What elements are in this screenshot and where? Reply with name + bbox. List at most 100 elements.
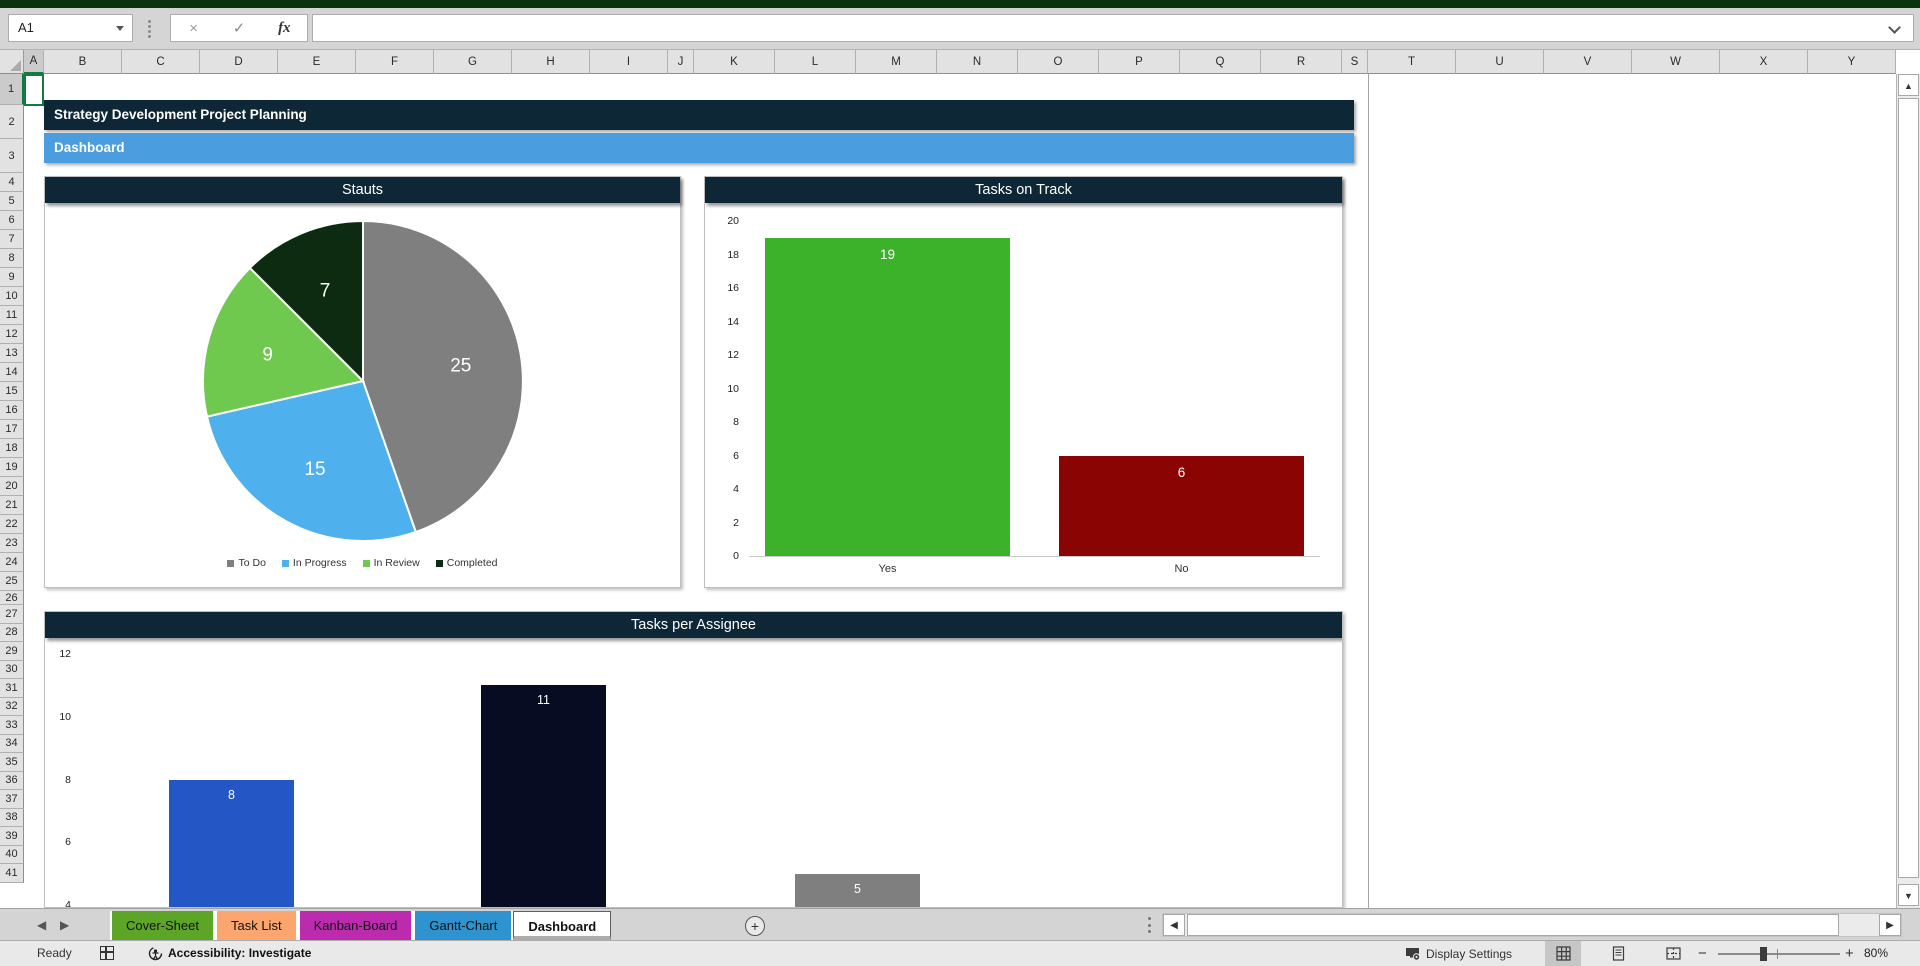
tasks-per-assignee-chart[interactable]: Tasks per Assignee 12 10 8 6 4 8 11 5 [44, 611, 1343, 908]
row-header-3[interactable]: 3 [0, 139, 24, 173]
row-header-37[interactable]: 37 [0, 790, 24, 809]
row-header-30[interactable]: 30 [0, 660, 24, 679]
scroll-right-icon[interactable]: ▶ [1879, 914, 1901, 936]
formula-bar-drag-handle[interactable] [148, 20, 152, 38]
active-cell-selection[interactable] [24, 74, 44, 106]
row-header-14[interactable]: 14 [0, 363, 24, 382]
row-header-9[interactable]: 9 [0, 268, 24, 287]
row-header-28[interactable]: 28 [0, 623, 24, 642]
row-header-5[interactable]: 5 [0, 192, 24, 211]
row-header-25[interactable]: 25 [0, 572, 24, 591]
row-header-15[interactable]: 15 [0, 382, 24, 401]
row-header-6[interactable]: 6 [0, 211, 24, 230]
column-header-J[interactable]: J [668, 50, 694, 74]
sheet-tab-gantt-chart[interactable]: Gantt-Chart [413, 911, 514, 940]
column-header-R[interactable]: R [1261, 50, 1342, 74]
column-header-I[interactable]: I [590, 50, 668, 74]
column-header-S[interactable]: S [1342, 50, 1368, 74]
status-pie-chart[interactable]: Stauts 25 15 9 7 To Do In Progress In Review C… [44, 176, 681, 588]
column-header-O[interactable]: O [1018, 50, 1099, 74]
zoom-slider-thumb[interactable] [1760, 947, 1767, 961]
pie-slice-in-review[interactable] [202, 266, 365, 418]
column-header-G[interactable]: G [434, 50, 512, 74]
column-header-Q[interactable]: Q [1180, 50, 1261, 74]
horizontal-scroll-thumb[interactable] [1187, 914, 1839, 936]
enter-check-icon[interactable]: ✓ [232, 20, 246, 37]
scroll-up-icon[interactable]: ▲ [1898, 74, 1919, 96]
sheet-tab-dashboard[interactable]: Dashboard [513, 911, 612, 940]
column-header-F[interactable]: F [356, 50, 434, 74]
page-layout-view-button[interactable] [1600, 941, 1636, 966]
row-header-27[interactable]: 27 [0, 605, 24, 624]
row-header-20[interactable]: 20 [0, 477, 24, 496]
column-header-B[interactable]: B [44, 50, 122, 74]
zoom-level[interactable]: 80% [1864, 946, 1889, 960]
row-header-2[interactable]: 2 [0, 105, 24, 139]
row-header-17[interactable]: 17 [0, 420, 24, 439]
row-header-4[interactable]: 4 [0, 173, 24, 192]
row-header-29[interactable]: 29 [0, 642, 24, 661]
tab-nav-right-icon[interactable]: ▶ [60, 918, 70, 932]
row-header-38[interactable]: 38 [0, 808, 24, 827]
row-header-35[interactable]: 35 [0, 753, 24, 772]
worksheet-grid[interactable]: Strategy Development Project Planning Da… [24, 74, 1896, 908]
macro-record-icon[interactable] [100, 946, 114, 960]
scroll-down-icon[interactable]: ▼ [1898, 884, 1919, 906]
column-header-C[interactable]: C [122, 50, 200, 74]
select-all-corner[interactable] [0, 50, 24, 74]
column-header-T[interactable]: T [1368, 50, 1456, 74]
row-header-16[interactable]: 16 [0, 401, 24, 420]
new-sheet-button[interactable]: + [745, 916, 765, 936]
column-header-H[interactable]: H [512, 50, 590, 74]
column-header-E[interactable]: E [278, 50, 356, 74]
column-header-U[interactable]: U [1456, 50, 1544, 74]
row-header-7[interactable]: 7 [0, 230, 24, 249]
column-header-P[interactable]: P [1099, 50, 1180, 74]
vertical-scroll-thumb[interactable] [1898, 98, 1919, 878]
row-header-32[interactable]: 32 [0, 697, 24, 716]
insert-function-icon[interactable]: fx [278, 19, 291, 36]
row-header-8[interactable]: 8 [0, 249, 24, 268]
formula-input[interactable] [312, 14, 1914, 42]
page-break-view-button[interactable] [1655, 941, 1691, 966]
row-header-41[interactable]: 41 [0, 864, 24, 883]
bar-no[interactable] [1059, 455, 1304, 556]
expand-formula-bar-icon[interactable] [1888, 21, 1901, 34]
row-header-40[interactable]: 40 [0, 845, 24, 864]
bar-assignee-3[interactable] [795, 873, 920, 907]
row-header-23[interactable]: 23 [0, 534, 24, 553]
row-header-11[interactable]: 11 [0, 306, 24, 325]
sheet-tab-cover-sheet[interactable]: Cover-Sheet [110, 911, 215, 940]
pie-slice-completed[interactable] [248, 219, 364, 384]
column-header-Y[interactable]: Y [1808, 50, 1896, 74]
sheet-tab-task-list[interactable]: Task List [214, 911, 298, 940]
pie-slice-to-do[interactable] [362, 219, 524, 534]
column-header-L[interactable]: L [775, 50, 856, 74]
row-header-10[interactable]: 10 [0, 287, 24, 306]
row-header-39[interactable]: 39 [0, 827, 24, 846]
row-header-21[interactable]: 21 [0, 496, 24, 515]
row-header-19[interactable]: 19 [0, 458, 24, 477]
row-header-26[interactable]: 26 [0, 591, 24, 605]
zoom-in-button[interactable]: + [1845, 945, 1854, 962]
column-header-A[interactable]: A [24, 50, 44, 74]
row-header-22[interactable]: 22 [0, 515, 24, 534]
column-header-K[interactable]: K [694, 50, 775, 74]
name-box[interactable]: A1 [8, 14, 133, 42]
column-header-V[interactable]: V [1544, 50, 1632, 74]
display-settings-button[interactable]: Display Settings [1405, 941, 1512, 966]
row-header-12[interactable]: 12 [0, 325, 24, 344]
cancel-icon[interactable]: × [189, 19, 199, 37]
column-header-D[interactable]: D [200, 50, 278, 74]
tab-scroll-divider[interactable] [1148, 917, 1152, 933]
row-header-33[interactable]: 33 [0, 716, 24, 735]
tab-nav-left-icon[interactable]: ◀ [37, 918, 47, 932]
accessibility-status[interactable]: Accessibility: Investigate [148, 941, 311, 966]
column-header-N[interactable]: N [937, 50, 1018, 74]
row-header-36[interactable]: 36 [0, 771, 24, 790]
bar-yes[interactable] [765, 237, 1010, 556]
column-header-M[interactable]: M [856, 50, 937, 74]
bar-assignee-1[interactable] [169, 779, 294, 907]
row-header-1[interactable]: 1 [0, 74, 24, 105]
row-header-31[interactable]: 31 [0, 679, 24, 698]
